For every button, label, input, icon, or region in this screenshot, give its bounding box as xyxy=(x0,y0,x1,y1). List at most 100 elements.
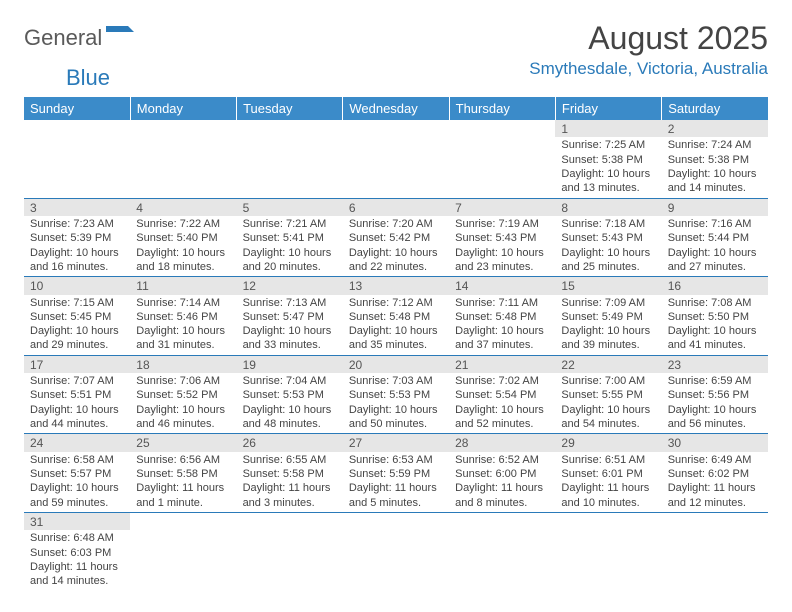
calendar-cell xyxy=(130,120,236,198)
calendar-cell: 7Sunrise: 7:19 AMSunset: 5:43 PMDaylight… xyxy=(449,198,555,277)
calendar-cell: 6Sunrise: 7:20 AMSunset: 5:42 PMDaylight… xyxy=(343,198,449,277)
day-details: Sunrise: 7:24 AMSunset: 5:38 PMDaylight:… xyxy=(662,137,768,197)
calendar-body: 1Sunrise: 7:25 AMSunset: 5:38 PMDaylight… xyxy=(24,120,768,590)
day-number: 26 xyxy=(237,434,343,451)
day-number: 15 xyxy=(555,277,661,294)
day-number: 25 xyxy=(130,434,236,451)
weekday-header: Sunday xyxy=(24,97,130,120)
day-details: Sunrise: 7:18 AMSunset: 5:43 PMDaylight:… xyxy=(555,216,661,276)
calendar-cell: 4Sunrise: 7:22 AMSunset: 5:40 PMDaylight… xyxy=(130,198,236,277)
calendar-cell xyxy=(343,512,449,590)
calendar-cell: 12Sunrise: 7:13 AMSunset: 5:47 PMDayligh… xyxy=(237,277,343,356)
day-number: 31 xyxy=(24,513,130,530)
day-number: 29 xyxy=(555,434,661,451)
day-details: Sunrise: 7:16 AMSunset: 5:44 PMDaylight:… xyxy=(662,216,768,276)
calendar-cell xyxy=(449,120,555,198)
logo-flag-icon xyxy=(106,24,136,51)
calendar-cell xyxy=(237,120,343,198)
day-number: 11 xyxy=(130,277,236,294)
day-details: Sunrise: 7:00 AMSunset: 5:55 PMDaylight:… xyxy=(555,373,661,433)
day-number: 6 xyxy=(343,199,449,216)
day-details: Sunrise: 7:19 AMSunset: 5:43 PMDaylight:… xyxy=(449,216,555,276)
day-number: 23 xyxy=(662,356,768,373)
day-number: 5 xyxy=(237,199,343,216)
day-details: Sunrise: 7:06 AMSunset: 5:52 PMDaylight:… xyxy=(130,373,236,433)
day-details: Sunrise: 7:07 AMSunset: 5:51 PMDaylight:… xyxy=(24,373,130,433)
calendar-cell xyxy=(24,120,130,198)
calendar-cell xyxy=(449,512,555,590)
day-number: 4 xyxy=(130,199,236,216)
weekday-header: Wednesday xyxy=(343,97,449,120)
day-details: Sunrise: 6:59 AMSunset: 5:56 PMDaylight:… xyxy=(662,373,768,433)
calendar-cell: 25Sunrise: 6:56 AMSunset: 5:58 PMDayligh… xyxy=(130,434,236,513)
logo-text-blue: Blue xyxy=(66,65,110,90)
title-block: August 2025 Smythesdale, Victoria, Austr… xyxy=(529,20,768,79)
calendar-row: 1Sunrise: 7:25 AMSunset: 5:38 PMDaylight… xyxy=(24,120,768,198)
weekday-header: Monday xyxy=(130,97,236,120)
day-number: 1 xyxy=(555,120,661,137)
day-details: Sunrise: 7:14 AMSunset: 5:46 PMDaylight:… xyxy=(130,295,236,355)
logo-text-general: General xyxy=(24,25,102,51)
calendar-cell: 1Sunrise: 7:25 AMSunset: 5:38 PMDaylight… xyxy=(555,120,661,198)
calendar-cell: 21Sunrise: 7:02 AMSunset: 5:54 PMDayligh… xyxy=(449,355,555,434)
day-number: 22 xyxy=(555,356,661,373)
day-number: 21 xyxy=(449,356,555,373)
day-details: Sunrise: 7:23 AMSunset: 5:39 PMDaylight:… xyxy=(24,216,130,276)
day-number: 16 xyxy=(662,277,768,294)
day-number: 27 xyxy=(343,434,449,451)
day-details: Sunrise: 6:48 AMSunset: 6:03 PMDaylight:… xyxy=(24,530,130,590)
weekday-header: Saturday xyxy=(662,97,768,120)
calendar-cell: 17Sunrise: 7:07 AMSunset: 5:51 PMDayligh… xyxy=(24,355,130,434)
calendar-cell: 28Sunrise: 6:52 AMSunset: 6:00 PMDayligh… xyxy=(449,434,555,513)
day-number: 8 xyxy=(555,199,661,216)
calendar-cell xyxy=(662,512,768,590)
calendar-cell: 31Sunrise: 6:48 AMSunset: 6:03 PMDayligh… xyxy=(24,512,130,590)
calendar-cell: 5Sunrise: 7:21 AMSunset: 5:41 PMDaylight… xyxy=(237,198,343,277)
day-details: Sunrise: 7:09 AMSunset: 5:49 PMDaylight:… xyxy=(555,295,661,355)
calendar-row: 31Sunrise: 6:48 AMSunset: 6:03 PMDayligh… xyxy=(24,512,768,590)
weekday-header-row: Sunday Monday Tuesday Wednesday Thursday… xyxy=(24,97,768,120)
day-details: Sunrise: 7:15 AMSunset: 5:45 PMDaylight:… xyxy=(24,295,130,355)
day-number: 19 xyxy=(237,356,343,373)
calendar-cell: 13Sunrise: 7:12 AMSunset: 5:48 PMDayligh… xyxy=(343,277,449,356)
calendar-cell: 14Sunrise: 7:11 AMSunset: 5:48 PMDayligh… xyxy=(449,277,555,356)
calendar-cell: 15Sunrise: 7:09 AMSunset: 5:49 PMDayligh… xyxy=(555,277,661,356)
day-number: 10 xyxy=(24,277,130,294)
day-number: 14 xyxy=(449,277,555,294)
day-details: Sunrise: 6:58 AMSunset: 5:57 PMDaylight:… xyxy=(24,452,130,512)
calendar-cell xyxy=(555,512,661,590)
day-details: Sunrise: 6:55 AMSunset: 5:58 PMDaylight:… xyxy=(237,452,343,512)
calendar-cell: 27Sunrise: 6:53 AMSunset: 5:59 PMDayligh… xyxy=(343,434,449,513)
calendar-cell: 10Sunrise: 7:15 AMSunset: 5:45 PMDayligh… xyxy=(24,277,130,356)
calendar-row: 24Sunrise: 6:58 AMSunset: 5:57 PMDayligh… xyxy=(24,434,768,513)
calendar-cell: 3Sunrise: 7:23 AMSunset: 5:39 PMDaylight… xyxy=(24,198,130,277)
calendar-cell: 22Sunrise: 7:00 AMSunset: 5:55 PMDayligh… xyxy=(555,355,661,434)
day-details: Sunrise: 6:51 AMSunset: 6:01 PMDaylight:… xyxy=(555,452,661,512)
calendar-cell: 18Sunrise: 7:06 AMSunset: 5:52 PMDayligh… xyxy=(130,355,236,434)
day-number: 3 xyxy=(24,199,130,216)
calendar-row: 3Sunrise: 7:23 AMSunset: 5:39 PMDaylight… xyxy=(24,198,768,277)
calendar-cell: 20Sunrise: 7:03 AMSunset: 5:53 PMDayligh… xyxy=(343,355,449,434)
day-number: 28 xyxy=(449,434,555,451)
day-number: 20 xyxy=(343,356,449,373)
day-number: 9 xyxy=(662,199,768,216)
day-number: 18 xyxy=(130,356,236,373)
day-details: Sunrise: 7:22 AMSunset: 5:40 PMDaylight:… xyxy=(130,216,236,276)
calendar-cell: 24Sunrise: 6:58 AMSunset: 5:57 PMDayligh… xyxy=(24,434,130,513)
calendar-table: Sunday Monday Tuesday Wednesday Thursday… xyxy=(24,97,768,590)
day-details: Sunrise: 7:13 AMSunset: 5:47 PMDaylight:… xyxy=(237,295,343,355)
calendar-cell: 29Sunrise: 6:51 AMSunset: 6:01 PMDayligh… xyxy=(555,434,661,513)
calendar-cell: 2Sunrise: 7:24 AMSunset: 5:38 PMDaylight… xyxy=(662,120,768,198)
calendar-cell xyxy=(237,512,343,590)
weekday-header: Thursday xyxy=(449,97,555,120)
calendar-row: 10Sunrise: 7:15 AMSunset: 5:45 PMDayligh… xyxy=(24,277,768,356)
day-details: Sunrise: 7:02 AMSunset: 5:54 PMDaylight:… xyxy=(449,373,555,433)
day-number: 7 xyxy=(449,199,555,216)
day-details: Sunrise: 7:20 AMSunset: 5:42 PMDaylight:… xyxy=(343,216,449,276)
calendar-cell: 30Sunrise: 6:49 AMSunset: 6:02 PMDayligh… xyxy=(662,434,768,513)
day-details: Sunrise: 6:49 AMSunset: 6:02 PMDaylight:… xyxy=(662,452,768,512)
day-number: 2 xyxy=(662,120,768,137)
weekday-header: Friday xyxy=(555,97,661,120)
month-title: August 2025 xyxy=(529,20,768,57)
header: General August 2025 Smythesdale, Victori… xyxy=(24,20,768,79)
